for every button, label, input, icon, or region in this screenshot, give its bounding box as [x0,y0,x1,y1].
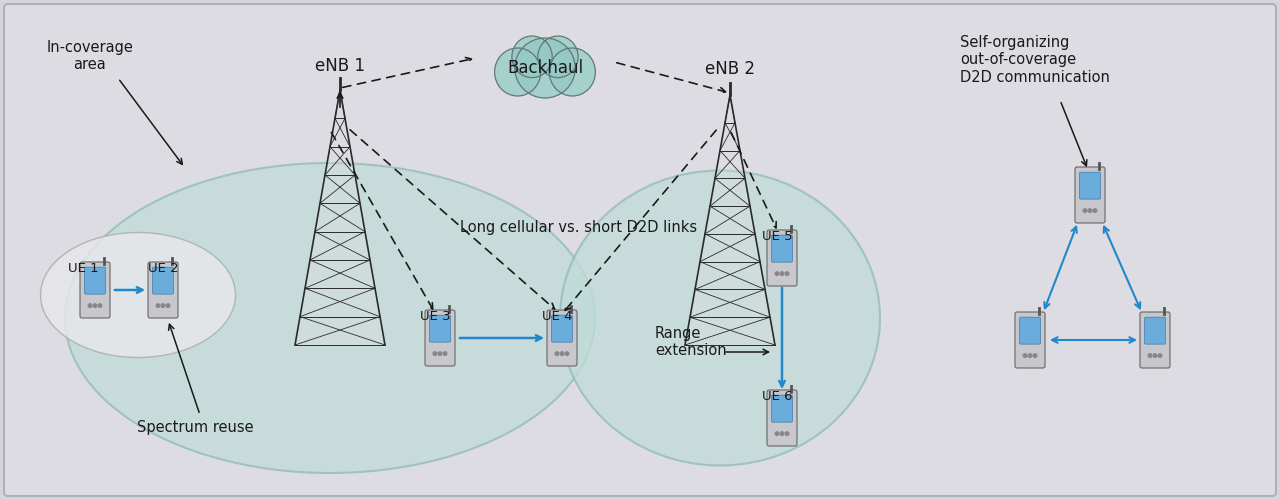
Circle shape [776,432,778,436]
Ellipse shape [512,36,552,78]
Text: Spectrum reuse: Spectrum reuse [137,420,253,435]
Circle shape [1153,354,1157,358]
FancyBboxPatch shape [148,262,178,318]
FancyBboxPatch shape [4,4,1276,496]
Circle shape [99,304,102,308]
Circle shape [776,272,778,276]
FancyBboxPatch shape [1015,312,1044,368]
FancyBboxPatch shape [430,315,451,342]
Circle shape [561,352,563,356]
Text: In-coverage
area: In-coverage area [46,40,133,72]
Ellipse shape [515,38,575,98]
FancyBboxPatch shape [84,267,105,294]
FancyBboxPatch shape [1075,167,1105,223]
Text: eNB 2: eNB 2 [705,60,755,78]
Text: UE 3: UE 3 [420,310,451,323]
Circle shape [1028,354,1032,358]
Circle shape [88,304,92,308]
FancyBboxPatch shape [772,395,792,422]
Circle shape [781,272,783,276]
FancyBboxPatch shape [1079,172,1101,199]
Text: UE 5: UE 5 [762,230,792,243]
Circle shape [1093,209,1097,212]
Ellipse shape [538,36,579,78]
Text: eNB 1: eNB 1 [315,57,365,75]
Ellipse shape [41,232,236,358]
Circle shape [1083,209,1087,212]
Circle shape [781,432,783,436]
Circle shape [438,352,442,356]
Circle shape [1023,354,1027,358]
FancyBboxPatch shape [1144,317,1165,344]
FancyBboxPatch shape [547,310,577,366]
FancyBboxPatch shape [79,262,110,318]
Circle shape [1148,354,1152,358]
Ellipse shape [512,36,552,78]
FancyBboxPatch shape [152,267,173,294]
Text: UE 1: UE 1 [68,262,99,275]
Ellipse shape [494,48,540,96]
Ellipse shape [538,36,579,78]
Circle shape [785,272,788,276]
Circle shape [785,432,788,436]
FancyBboxPatch shape [425,310,454,366]
Text: UE 4: UE 4 [541,310,572,323]
Polygon shape [294,90,385,345]
Ellipse shape [549,48,595,96]
Circle shape [1033,354,1037,358]
Circle shape [443,352,447,356]
FancyBboxPatch shape [1020,317,1041,344]
Text: UE 6: UE 6 [762,390,792,403]
Ellipse shape [494,48,540,96]
Circle shape [166,304,170,308]
Ellipse shape [561,170,881,466]
Circle shape [161,304,165,308]
Ellipse shape [515,38,575,98]
FancyBboxPatch shape [767,230,797,286]
Polygon shape [685,95,774,345]
FancyBboxPatch shape [1140,312,1170,368]
Circle shape [1158,354,1162,358]
FancyBboxPatch shape [767,390,797,446]
Text: Long cellular vs. short D2D links: Long cellular vs. short D2D links [460,220,698,235]
Text: Range
extension: Range extension [655,326,727,358]
Ellipse shape [549,48,595,96]
Text: UE 2: UE 2 [148,262,179,275]
Circle shape [93,304,97,308]
Circle shape [1088,209,1092,212]
Circle shape [433,352,436,356]
FancyBboxPatch shape [552,315,572,342]
FancyBboxPatch shape [772,235,792,262]
Circle shape [156,304,160,308]
Text: Self-organizing
out-of-coverage
D2D communication: Self-organizing out-of-coverage D2D comm… [960,35,1110,85]
Ellipse shape [65,163,595,473]
Text: Backhaul: Backhaul [507,59,584,77]
Circle shape [566,352,568,356]
Circle shape [556,352,559,356]
